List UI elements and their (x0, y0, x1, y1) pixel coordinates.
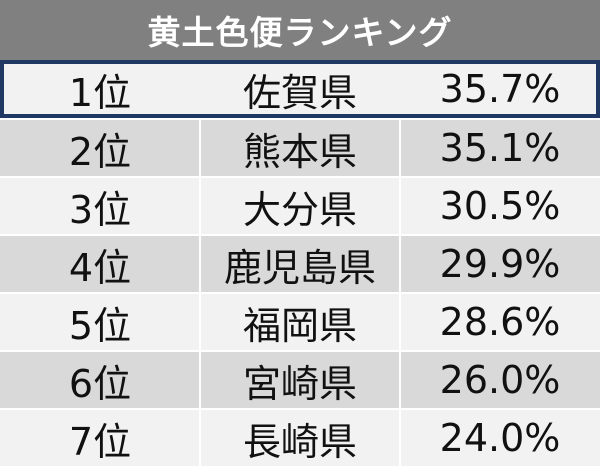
percent-cell: 29.9% (439, 242, 561, 286)
rank-cell: 3位 (68, 187, 132, 232)
rank-cell: 2位 (68, 129, 132, 174)
rank-cell: 6位 (68, 361, 132, 406)
column-divider (399, 352, 401, 408)
column-divider (399, 410, 401, 466)
rank-cell: 1位 (68, 70, 132, 115)
column-divider (399, 120, 401, 176)
prefecture-cell: 福岡県 (242, 303, 357, 348)
title-bar: 黄土色便ランキング (0, 0, 600, 60)
percent-cell: 30.5% (439, 184, 561, 228)
column-divider (199, 120, 201, 176)
table-row-4: 4位 鹿児島県 29.9% (0, 234, 600, 292)
percent-cell: 35.7% (439, 67, 561, 111)
table-row-5: 5位 福岡県 28.6% (0, 292, 600, 350)
percent-cell: 28.6% (439, 300, 561, 344)
table-row-7: 7位 長崎県 24.0% (0, 408, 600, 466)
prefecture-cell: 熊本県 (242, 129, 357, 174)
column-divider (199, 294, 201, 350)
table-row-2: 2位 熊本県 35.1% (0, 118, 600, 176)
table-title: 黄土色便ランキング (147, 13, 453, 52)
prefecture-cell: 鹿児島県 (223, 245, 376, 290)
rank-cell: 5位 (68, 303, 132, 348)
percent-cell: 26.0% (439, 358, 561, 402)
percent-cell: 35.1% (439, 126, 561, 170)
column-divider (199, 178, 201, 234)
prefecture-cell: 大分県 (242, 187, 357, 232)
prefecture-cell: 宮崎県 (242, 361, 357, 406)
rank-cell: 4位 (68, 245, 132, 290)
prefecture-cell: 長崎県 (242, 419, 357, 464)
column-divider (399, 236, 401, 292)
column-divider (199, 352, 201, 408)
ranking-rows: 1位 佐賀県 35.7% 2位 熊本県 35.1% 3位 大分県 30.5% 4… (0, 60, 600, 466)
column-divider (199, 236, 201, 292)
percent-cell: 24.0% (439, 416, 561, 460)
rank-cell: 7位 (68, 419, 132, 464)
prefecture-cell: 佐賀県 (242, 70, 357, 115)
table-row-3: 3位 大分県 30.5% (0, 176, 600, 234)
table-row-1: 1位 佐賀県 35.7% (0, 60, 600, 118)
table-row-6: 6位 宮崎県 26.0% (0, 350, 600, 408)
column-divider (399, 178, 401, 234)
column-divider (399, 294, 401, 350)
column-divider (199, 410, 201, 466)
